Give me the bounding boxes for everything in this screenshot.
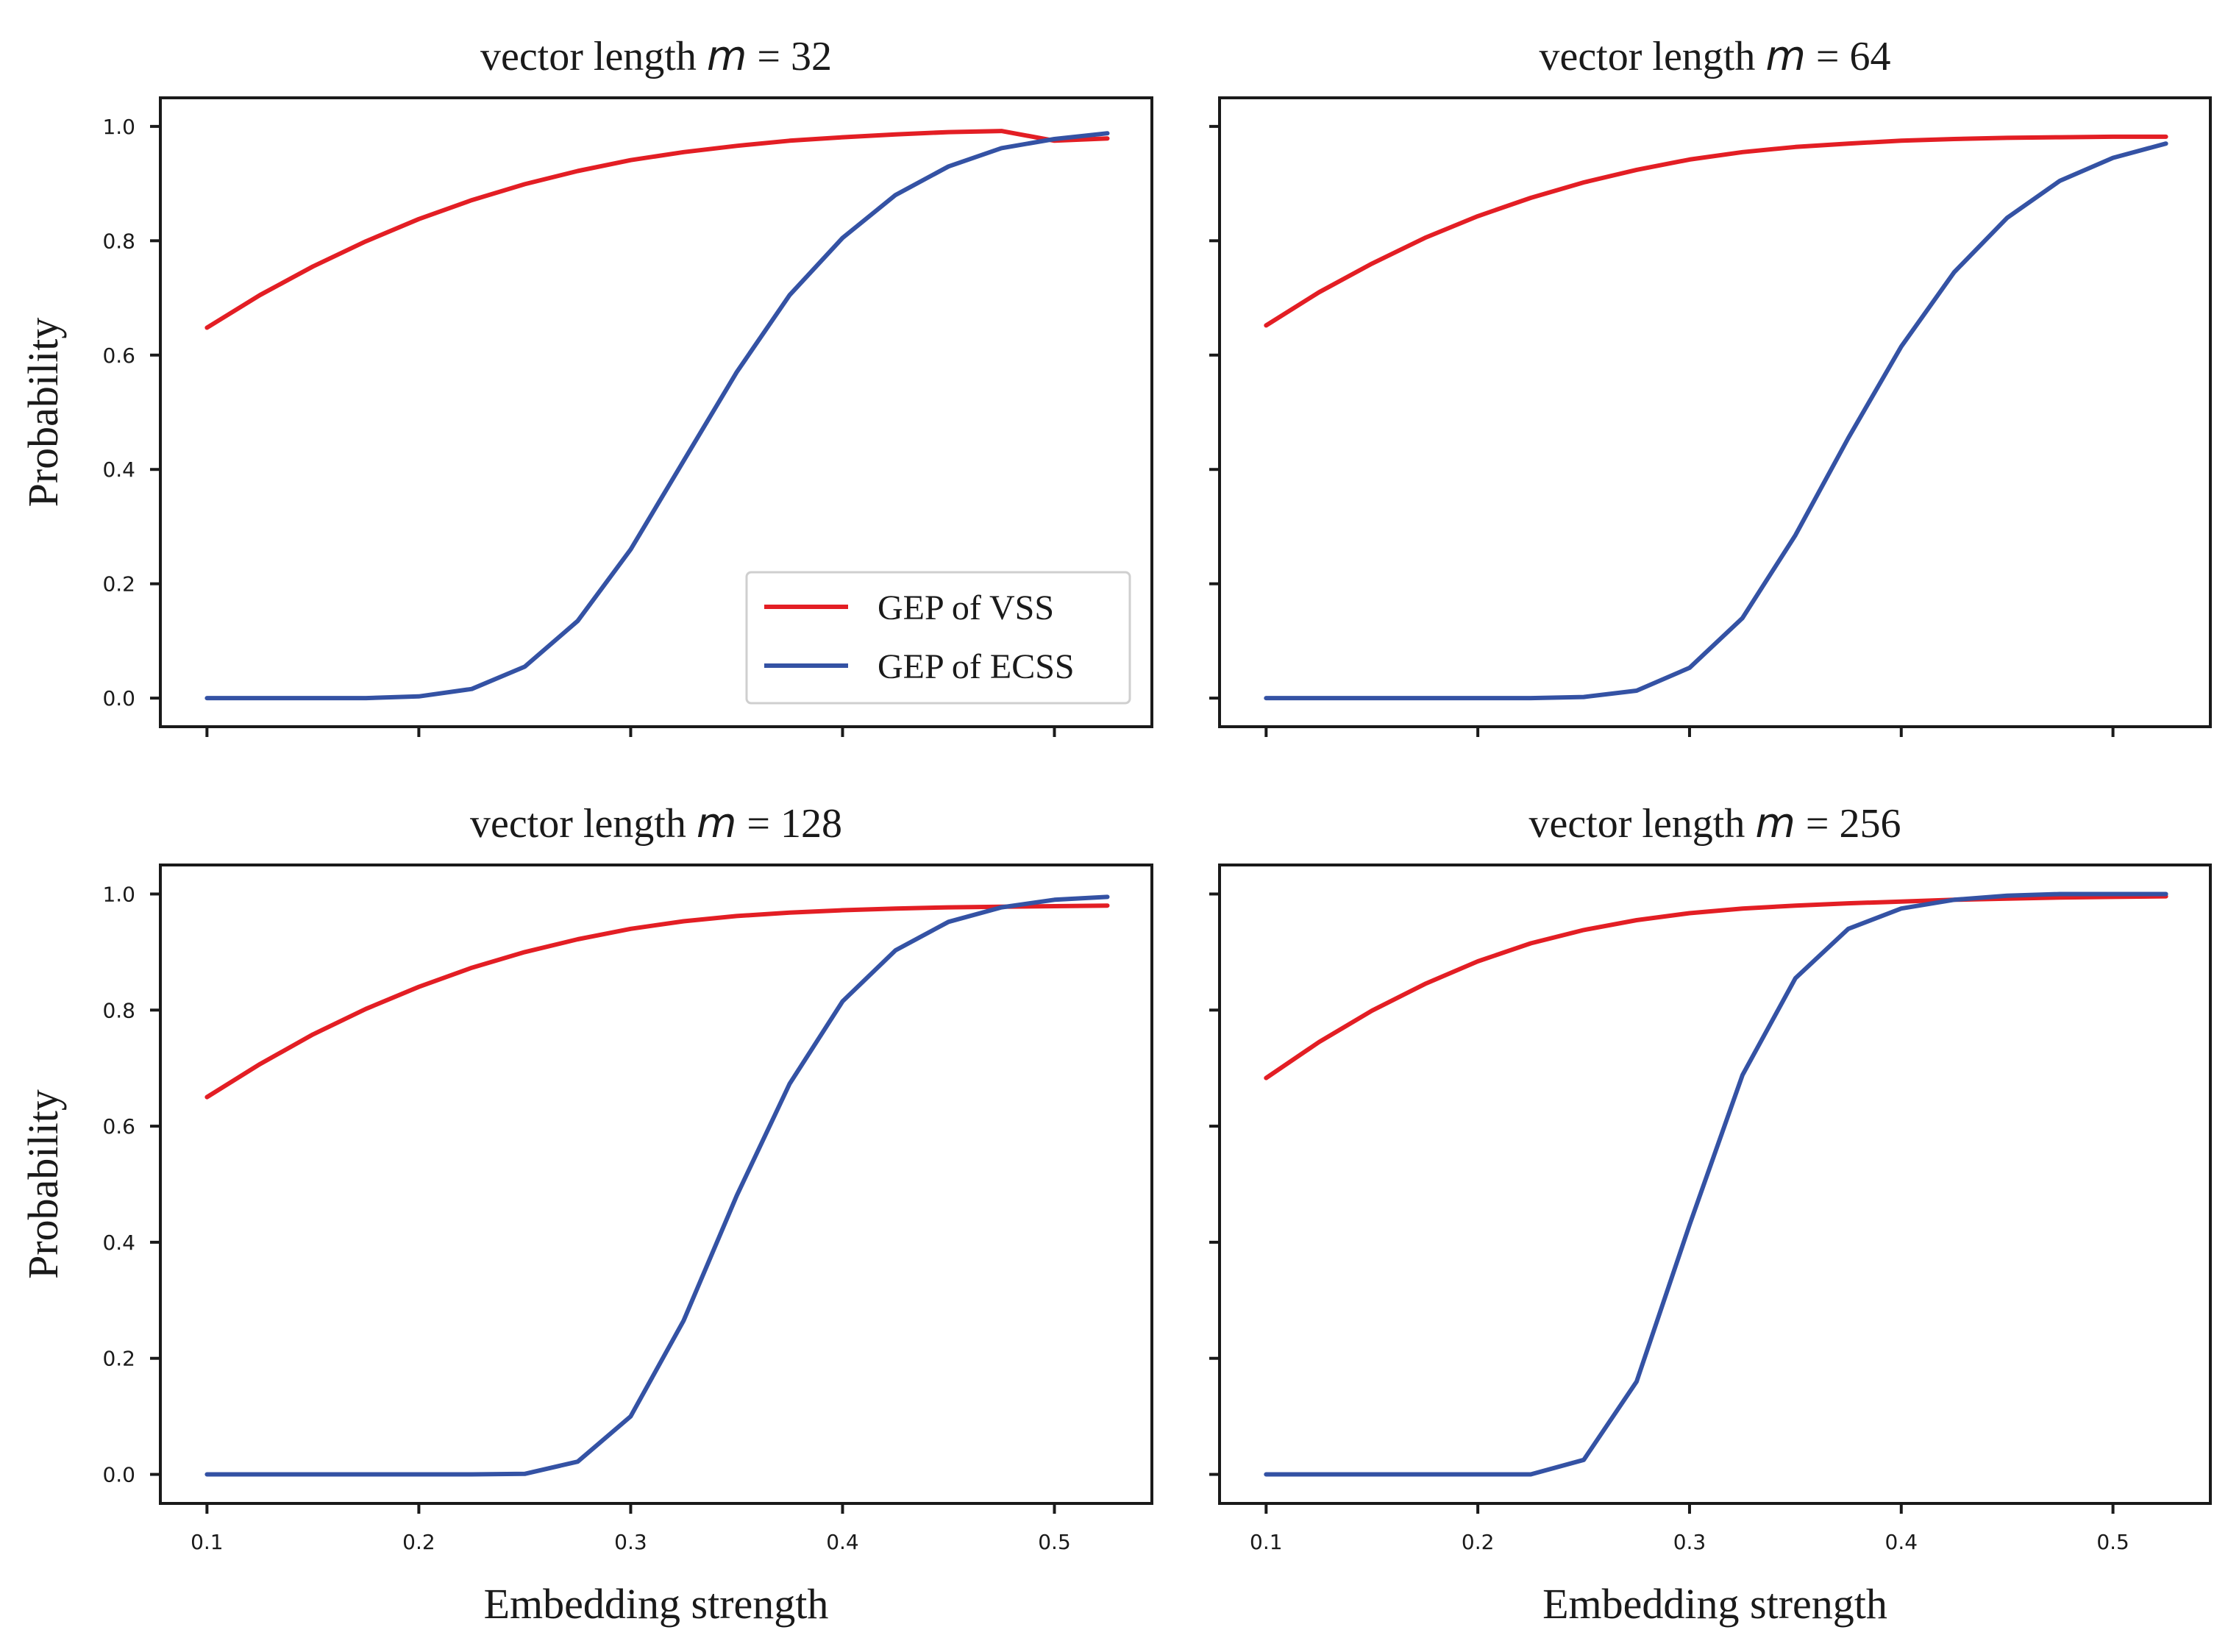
title-variable: m (697, 800, 737, 847)
legend: GEP of VSS GEP of ECSS (745, 571, 1131, 705)
subplot-4: vector length m = 256 0.1 0.2 0.3 0.4 0.5 Embe… (1209, 800, 2212, 1628)
ecss-series-line (1264, 141, 2168, 701)
subplot-3: vector length m = 128 0.0 0.2 0.4 0.6 0.8 1.0 0… (19, 800, 1153, 1628)
y-tick-label: 1.0 (102, 882, 135, 906)
subplot-title: vector length m = 256 (1528, 800, 1901, 847)
y-tick-label: 0.0 (102, 686, 135, 711)
y-tick-label: 0.2 (102, 1347, 135, 1371)
y-tick-label: 0.6 (102, 1114, 135, 1139)
x-tick-label: 0.3 (1673, 1530, 1706, 1554)
x-tick-label: 0.2 (402, 1530, 435, 1554)
legend-label: GEP of VSS (878, 588, 1054, 627)
x-tick-label: 0.1 (191, 1530, 224, 1554)
plot-frame (1218, 96, 2212, 728)
title-prefix: vector length (1528, 801, 1755, 847)
y-tick-label: 0.8 (102, 998, 135, 1022)
x-axis-label: Embedding strength (1542, 1580, 1887, 1628)
y-tick-label: 0.4 (102, 1231, 135, 1255)
y-tick-label: 0.6 (102, 343, 135, 368)
title-suffix: = 64 (1806, 34, 1891, 79)
plot-frame (1218, 864, 2212, 1505)
vss-series-line (1264, 134, 2168, 328)
y-tick-label: 0.2 (102, 572, 135, 597)
x-axis-label: Embedding strength (484, 1580, 829, 1628)
y-axis-label: Probability (19, 318, 67, 508)
x-tick-label: 0.4 (1885, 1530, 1918, 1554)
vss-series-line (204, 903, 1110, 1100)
title-suffix: = 128 (736, 801, 842, 847)
y-tick-label: 0.4 (102, 457, 135, 482)
title-prefix: vector length (470, 801, 697, 847)
subplot-1: vector length m = 32 0.0 0.2 0.4 0.6 0.8 1.0 Pr… (19, 32, 1153, 737)
plot-frame (159, 864, 1153, 1505)
title-variable: m (1755, 800, 1795, 847)
title-prefix: vector length (480, 34, 707, 79)
x-tick-label: 0.3 (614, 1530, 647, 1554)
x-tick-label: 0.5 (1038, 1530, 1071, 1554)
title-variable: m (707, 32, 747, 80)
plot-frame (159, 96, 1153, 728)
ecss-series-line (204, 894, 1110, 1477)
y-tick-label: 1.0 (102, 115, 135, 139)
x-tick-label: 0.2 (1462, 1530, 1495, 1554)
subplot-title: vector length m = 32 (480, 32, 832, 80)
title-prefix: vector length (1539, 34, 1765, 79)
vss-series-line (1264, 894, 2168, 1080)
subplot-2: vector length m = 64 (1209, 32, 2212, 737)
y-tick-label: 0.0 (102, 1463, 135, 1487)
y-tick-label: 0.8 (102, 229, 135, 253)
ecss-series-line (204, 131, 1110, 701)
y-axis-label: Probability (19, 1089, 67, 1279)
legend-label: GEP of ECSS (878, 647, 1075, 686)
x-tick-label: 0.4 (826, 1530, 859, 1554)
title-suffix: = 32 (747, 34, 832, 79)
subplot-title: vector length m = 64 (1539, 32, 1890, 80)
ecss-series-line (1264, 891, 2168, 1477)
subplot-title: vector length m = 128 (470, 800, 842, 847)
x-tick-label: 0.5 (2096, 1530, 2129, 1554)
x-tick-label: 0.1 (1250, 1530, 1283, 1554)
title-variable: m (1765, 32, 1806, 80)
vss-series-line (204, 129, 1110, 330)
title-suffix: = 256 (1795, 801, 1901, 847)
